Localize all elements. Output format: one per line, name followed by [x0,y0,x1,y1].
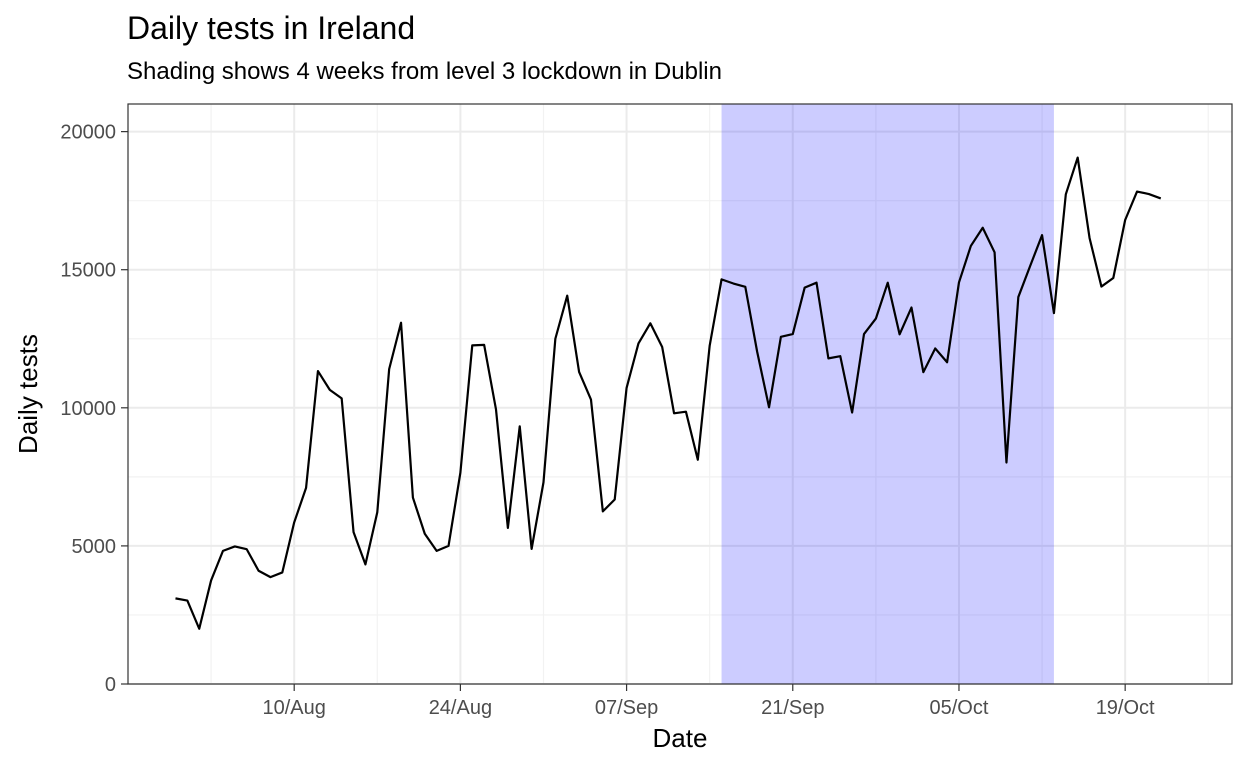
x-axis: 10/Aug 24/Aug 07/Sep 21/Sep 05/Oct 19/Oct [262,684,1155,719]
chart-title: Daily tests in Ireland [127,10,416,46]
x-tick-label: 24/Aug [429,697,492,719]
panel-border [127,103,1233,685]
y-tick-label: 15000 [60,260,116,282]
x-tick-label: 05/Oct [930,697,989,719]
x-tick-label: 21/Sep [761,697,824,719]
lockdown-shading [721,104,1054,684]
x-tick-label: 07/Sep [595,697,658,719]
x-tick-label: 10/Aug [262,697,325,719]
chart-subtitle: Shading shows 4 weeks from level 3 lockd… [127,58,722,85]
x-axis-title: Date [653,723,708,753]
x-tick-label: 19/Oct [1096,697,1155,719]
y-axis: 0 5000 10000 15000 20000 [60,122,128,696]
minor-grid [128,104,1232,684]
y-tick-label: 20000 [60,122,116,144]
y-axis-title: Daily tests [13,334,43,454]
y-tick-label: 5000 [72,536,117,558]
y-tick-label: 10000 [60,398,116,420]
y-tick-label: 0 [105,674,116,696]
series-line [175,156,1162,630]
